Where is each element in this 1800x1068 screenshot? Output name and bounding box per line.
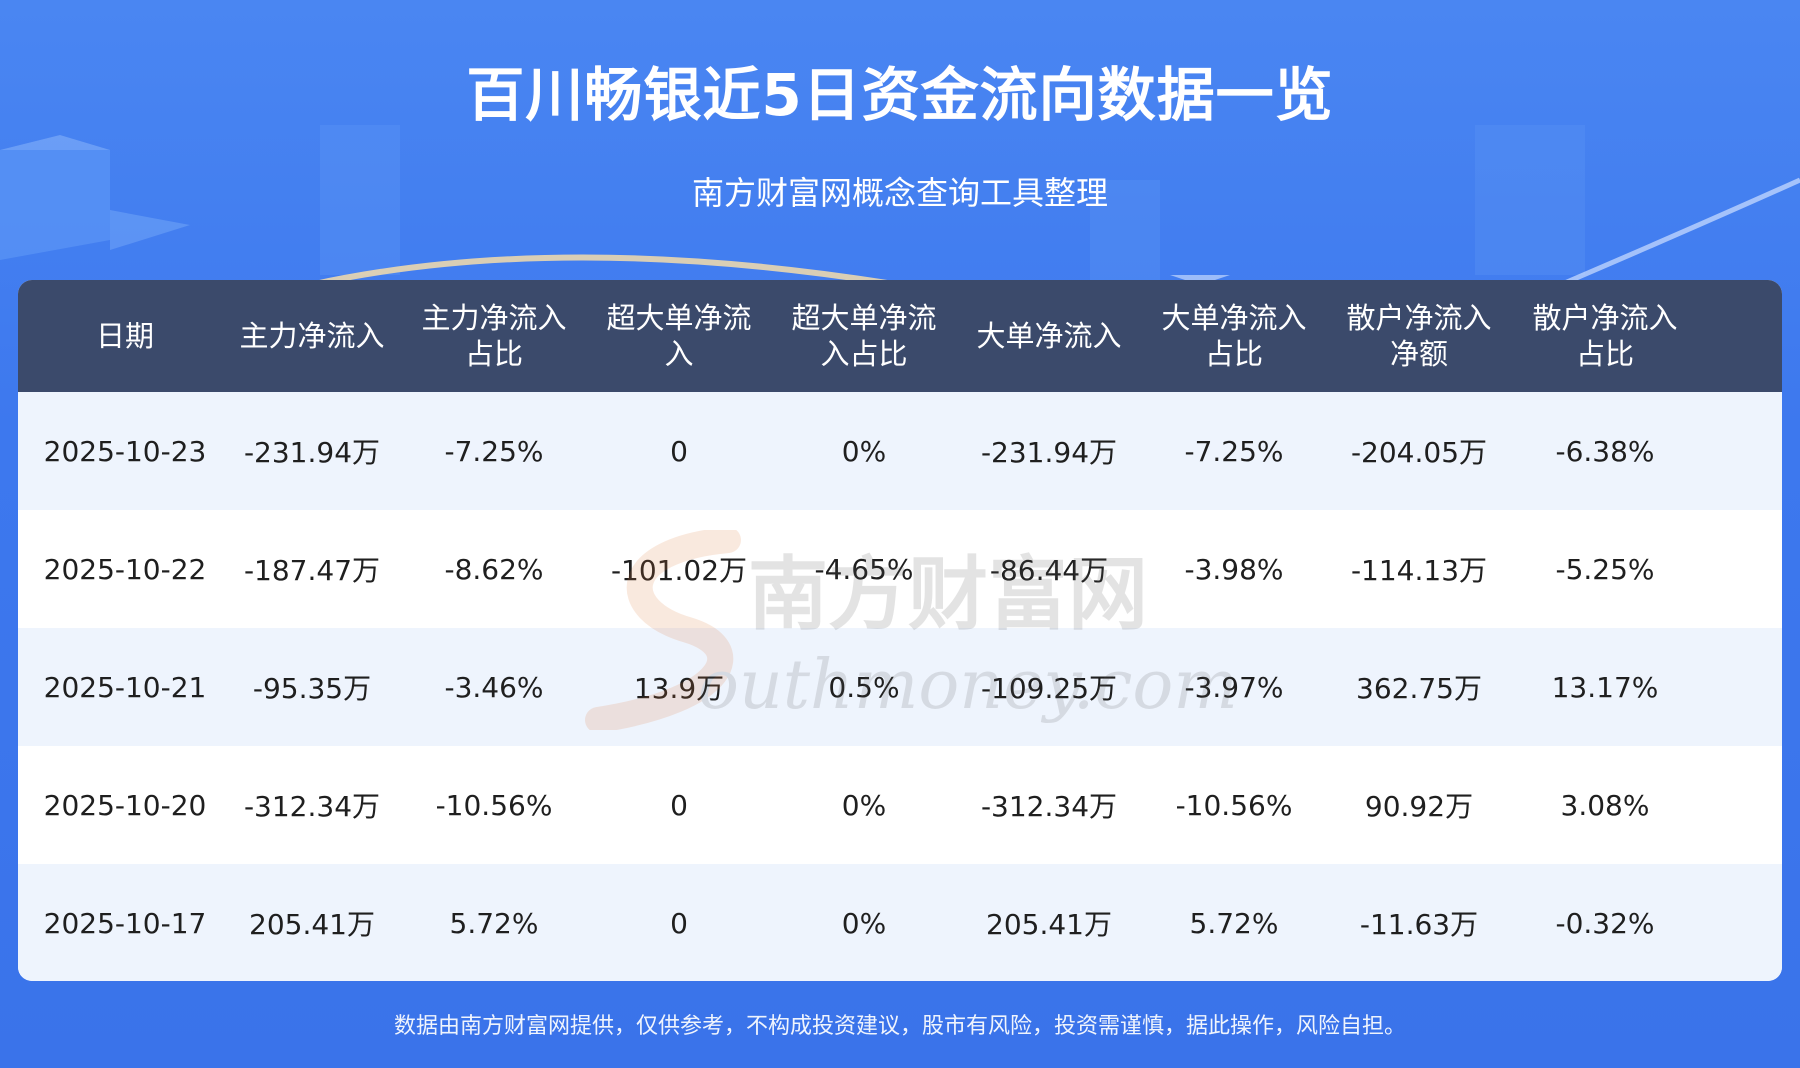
cell-super-large-inflow: -101.02万 <box>610 554 748 587</box>
cell-date: 2025-10-22 <box>43 552 207 586</box>
cell-main-inflow-ratio: -8.62% <box>444 552 544 586</box>
cell-retail-ratio: -0.32% <box>1555 906 1655 940</box>
cell-large-ratio: -3.97% <box>1184 670 1284 704</box>
column-header-super-large-ratio: 超大单净流 入占比 <box>791 301 937 371</box>
cell-super-large-inflow: 13.9万 <box>633 672 725 705</box>
cell-main-inflow: -95.35万 <box>252 672 372 705</box>
cell-large-ratio: -7.25% <box>1184 434 1284 468</box>
cell-retail-ratio: 3.08% <box>1560 788 1650 822</box>
table-header-row: 日期 主力净流入 主力净流入 占比 超大单净流 入 超大单净流 入占比 大单净流… <box>18 280 1782 392</box>
cell-super-large-ratio: -4.65% <box>814 552 914 586</box>
cell-super-large-ratio: 0% <box>841 434 887 468</box>
cell-main-inflow-ratio: -3.46% <box>444 670 544 704</box>
cell-large-ratio: -10.56% <box>1175 788 1293 822</box>
cell-date: 2025-10-21 <box>43 670 207 704</box>
column-header-retail-inflow: 散户净流入 净额 <box>1346 301 1492 371</box>
column-header-retail-ratio: 散户净流入 占比 <box>1532 301 1678 371</box>
background-decoration <box>0 125 1800 288</box>
page-subtitle: 南方财富网概念查询工具整理 <box>691 174 1108 212</box>
cell-super-large-inflow: 0 <box>670 788 688 822</box>
cell-large-inflow: -312.34万 <box>980 790 1118 823</box>
cell-retail-inflow: -11.63万 <box>1359 908 1479 941</box>
column-header-super-large-inflow: 超大单净流 入 <box>606 301 752 371</box>
table-row: 2025-10-20 -312.34万 -10.56% 0 0% -312.34… <box>18 746 1782 864</box>
column-header-main-inflow-ratio: 主力净流入 占比 <box>421 301 567 371</box>
cell-large-inflow: -231.94万 <box>980 436 1118 469</box>
cell-retail-inflow: 90.92万 <box>1364 790 1474 823</box>
cell-date: 2025-10-23 <box>43 434 207 468</box>
cell-retail-inflow: 362.75万 <box>1356 672 1482 705</box>
footer-disclaimer: 数据由南方财富网提供，仅供参考，不构成投资建议，股市有风险，投资需谨慎，据此操作… <box>393 1014 1406 1039</box>
cell-super-large-ratio: 0.5% <box>828 670 900 704</box>
cell-main-inflow: -187.47万 <box>243 554 381 587</box>
cell-super-large-inflow: 0 <box>670 434 688 468</box>
table-body: 2025-10-23 -231.94万 -7.25% 0 0% -231.94万… <box>18 392 1782 981</box>
cell-main-inflow: 205.41万 <box>249 908 375 941</box>
cell-date: 2025-10-20 <box>43 788 207 822</box>
cell-date: 2025-10-17 <box>43 906 207 940</box>
cell-retail-inflow: -204.05万 <box>1350 436 1488 469</box>
cell-large-inflow: 205.41万 <box>986 908 1112 941</box>
page-title: 百川畅银近5日资金流向数据一览 <box>466 61 1334 129</box>
cell-retail-inflow: -114.13万 <box>1350 554 1488 587</box>
cell-main-inflow-ratio: -7.25% <box>444 434 544 468</box>
cell-large-ratio: -3.98% <box>1184 552 1284 586</box>
table-row: 2025-10-17 205.41万 5.72% 0 0% 205.41万 5.… <box>18 864 1782 981</box>
cell-large-inflow: -86.44万 <box>989 554 1109 587</box>
column-header-date: 日期 <box>95 319 154 353</box>
cell-large-ratio: 5.72% <box>1189 906 1279 940</box>
cell-retail-ratio: 13.17% <box>1551 670 1659 704</box>
column-header-main-inflow: 主力净流入 <box>239 319 385 353</box>
column-header-large-ratio: 大单净流入 占比 <box>1161 301 1307 371</box>
cell-main-inflow: -312.34万 <box>243 790 381 823</box>
cell-retail-ratio: -6.38% <box>1555 434 1655 468</box>
cell-large-inflow: -109.25万 <box>980 672 1118 705</box>
cell-retail-ratio: -5.25% <box>1555 552 1655 586</box>
cell-super-large-ratio: 0% <box>841 906 887 940</box>
cell-super-large-inflow: 0 <box>670 906 688 940</box>
table-row: 2025-10-22 -187.47万 -8.62% -101.02万 -4.6… <box>18 510 1782 628</box>
cell-main-inflow-ratio: 5.72% <box>449 906 539 940</box>
data-table-card: 日期 主力净流入 主力净流入 占比 超大单净流 入 超大单净流 入占比 大单净流… <box>18 280 1782 981</box>
cell-main-inflow: -231.94万 <box>243 436 381 469</box>
column-header-large-inflow: 大单净流入 <box>976 319 1122 353</box>
table-row: 2025-10-21 -95.35万 -3.46% 13.9万 0.5% -10… <box>18 628 1782 746</box>
cell-main-inflow-ratio: -10.56% <box>435 788 553 822</box>
table-row: 2025-10-23 -231.94万 -7.25% 0 0% -231.94万… <box>18 392 1782 510</box>
cell-super-large-ratio: 0% <box>841 788 887 822</box>
